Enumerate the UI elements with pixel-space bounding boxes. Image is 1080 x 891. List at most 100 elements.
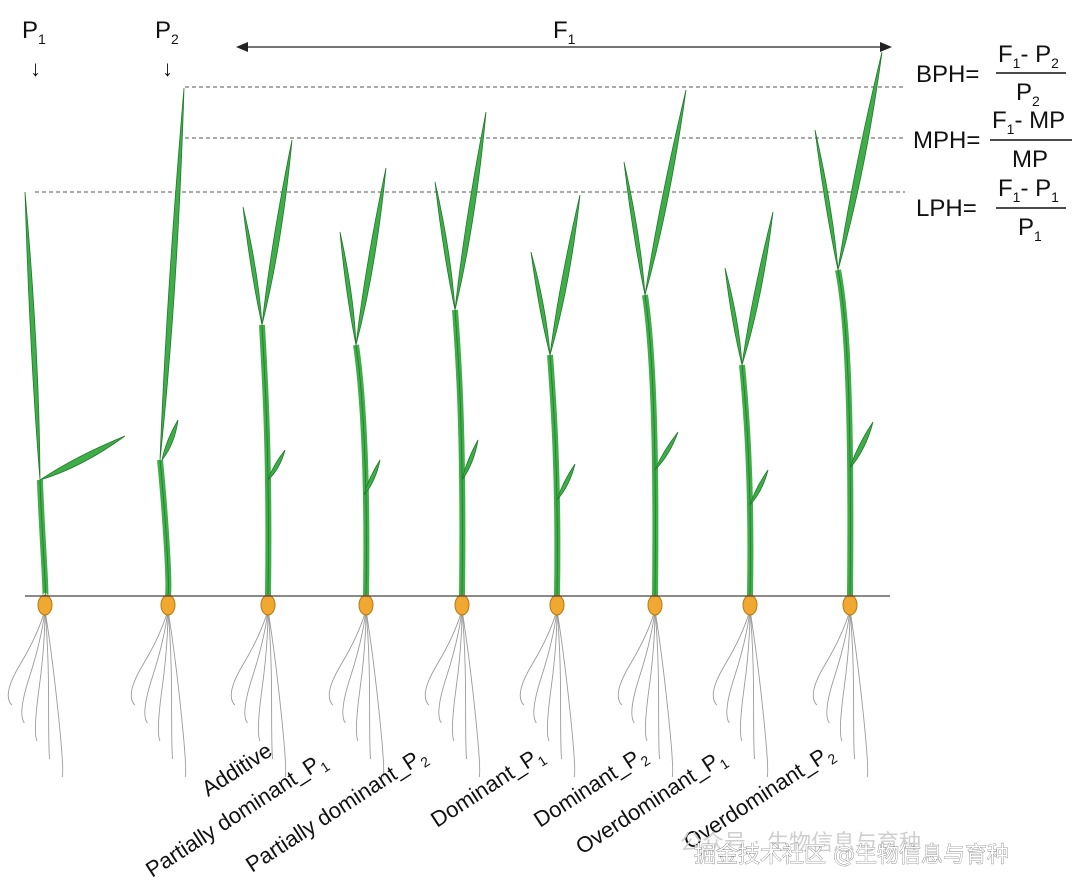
root-line xyxy=(44,609,51,760)
stem-outline xyxy=(837,269,851,597)
root-line xyxy=(167,609,187,778)
root-line xyxy=(244,609,269,724)
down-arrow-icon: ↓ xyxy=(30,56,41,81)
root-line xyxy=(849,609,869,778)
root-line xyxy=(44,609,64,778)
lph-den-sub: 1 xyxy=(1034,228,1042,244)
leaf xyxy=(814,129,839,271)
leaf xyxy=(261,139,293,326)
plant-5 xyxy=(519,194,581,778)
plant-7 xyxy=(712,211,774,778)
stem xyxy=(157,459,172,597)
svg-text:MP: MP xyxy=(1012,146,1048,173)
root-line xyxy=(617,609,656,706)
parent-label-p2: P2 ↓ xyxy=(155,17,179,81)
category-label-dominant-p1: Dominant_P xyxy=(426,745,541,832)
plant-3 xyxy=(328,167,387,778)
seed xyxy=(160,594,176,616)
leaf xyxy=(741,211,774,366)
plant-2 xyxy=(230,139,293,778)
leaf xyxy=(434,181,456,311)
lph-num-a: F xyxy=(998,175,1013,202)
leaf xyxy=(556,463,576,501)
root-line xyxy=(712,609,751,706)
stem-outline xyxy=(549,354,558,597)
root-line xyxy=(556,609,563,760)
root-line xyxy=(739,609,751,742)
plants xyxy=(7,51,883,778)
leaf xyxy=(159,87,185,461)
root-line xyxy=(556,609,576,778)
root-line xyxy=(654,609,674,778)
parent-p1-sub: 1 xyxy=(38,31,46,47)
plant-4 xyxy=(424,111,487,778)
stem-outline xyxy=(741,364,751,597)
leaf xyxy=(242,206,263,326)
root-line xyxy=(839,609,851,742)
formula-bph: BPH= F1- P2 P2 xyxy=(916,41,1066,109)
mph-num-op: - MP xyxy=(1014,107,1065,134)
seed xyxy=(647,594,663,616)
plant-1 xyxy=(130,87,187,778)
seed xyxy=(454,594,470,616)
leaf xyxy=(530,251,551,356)
root-line xyxy=(130,609,169,706)
seed xyxy=(260,594,276,616)
plant-0 xyxy=(7,191,126,778)
stem-outline xyxy=(261,324,269,597)
root-line xyxy=(749,609,756,760)
right-arrowhead-icon xyxy=(880,42,892,52)
f1-span: F1 xyxy=(236,17,892,52)
leaf xyxy=(339,231,357,346)
root-line xyxy=(7,609,46,706)
svg-text:F1- P1: F1- P1 xyxy=(998,175,1059,205)
leaf xyxy=(39,435,126,481)
leaf xyxy=(549,194,581,356)
mph-den: MP xyxy=(1012,146,1048,173)
leaf xyxy=(724,267,743,366)
root-line xyxy=(849,609,856,760)
bph-num-a: F xyxy=(998,41,1013,68)
lph-den: P xyxy=(1018,214,1034,241)
root-line xyxy=(726,609,751,724)
plant-6 xyxy=(617,89,687,778)
root-line xyxy=(355,609,367,742)
root-line xyxy=(365,609,372,760)
watermark: 公众号 · 生物信息与育种 掘金技术社区 @生物信息与育种 xyxy=(680,831,1009,868)
leaf xyxy=(161,419,179,461)
root-line xyxy=(631,609,656,724)
root-line xyxy=(438,609,463,724)
stem-outline xyxy=(644,294,656,597)
svg-text:P2: P2 xyxy=(1016,79,1040,109)
lph-lhs: LPH= xyxy=(916,195,977,222)
root-line xyxy=(267,609,274,760)
root-line xyxy=(461,609,468,760)
svg-text:P1: P1 xyxy=(1018,214,1042,244)
leaf xyxy=(654,431,679,471)
root-line xyxy=(812,609,851,706)
parent-p2-sub: 2 xyxy=(171,31,179,47)
svg-text:P2: P2 xyxy=(155,17,179,47)
stem xyxy=(353,344,370,597)
root-line xyxy=(749,609,769,778)
parent-p2-name: P xyxy=(155,17,171,44)
parent-label-p1: P1 ↓ xyxy=(22,17,46,81)
svg-text:Dominant_P1: Dominant_P1 xyxy=(426,741,550,836)
leaf xyxy=(623,161,646,296)
root-line xyxy=(257,609,269,742)
formula-lph: LPH= F1- P1 P1 xyxy=(916,175,1066,244)
leaf xyxy=(849,421,874,469)
root-line xyxy=(267,609,287,778)
root-line xyxy=(21,609,46,724)
root-line xyxy=(230,609,269,706)
root-line xyxy=(826,609,851,724)
root-line xyxy=(546,609,558,742)
root-line xyxy=(451,609,463,742)
root-line xyxy=(519,609,558,706)
stem-outline xyxy=(159,459,169,597)
svg-text:F1- P2: F1- P2 xyxy=(998,41,1059,71)
seed xyxy=(742,594,758,616)
mph-lhs: MPH= xyxy=(913,127,980,154)
leaf xyxy=(355,167,387,346)
